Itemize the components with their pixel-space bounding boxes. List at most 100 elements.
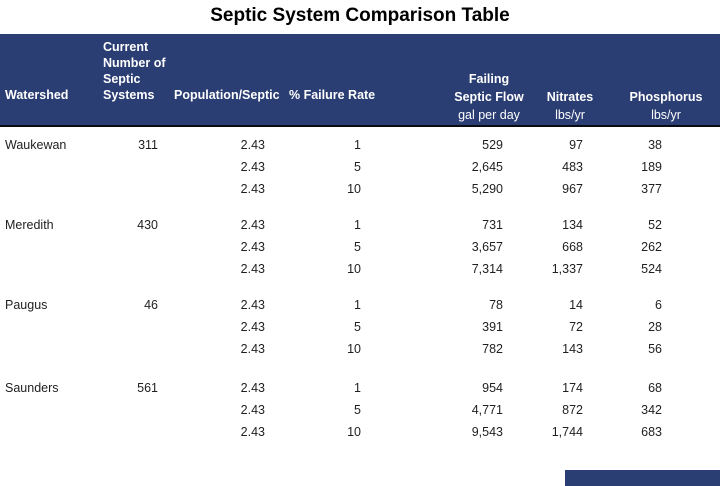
- failing-septic-flow: 529: [482, 138, 503, 152]
- watershed-group-meredith: Meredith 430 2.43 1 731 134 52 2.43 5 3,…: [0, 214, 720, 280]
- population-per-septic: 2.43: [240, 262, 265, 276]
- failing-septic-flow: 391: [482, 320, 503, 334]
- population-per-septic: 2.43: [240, 138, 265, 152]
- nitrates-units-label: lbs/yr: [555, 108, 585, 122]
- failure-rate: 10: [347, 182, 361, 196]
- failure-rate: 10: [347, 342, 361, 356]
- table-row: 2.43 10 7,314 1,337 524: [0, 258, 720, 280]
- failing-septic-flow: 9,543: [471, 425, 503, 439]
- table-row: 2.43 10 782 143 56: [0, 338, 720, 360]
- table-row: 2.43 10 9,543 1,744 683: [0, 421, 720, 443]
- failure-rate: 10: [347, 262, 361, 276]
- septic-flow-label: Septic Flow: [454, 90, 524, 104]
- nitrates-value: 72: [569, 320, 583, 334]
- population-per-septic: 2.43: [240, 320, 265, 334]
- nitrates-value: 14: [569, 298, 583, 312]
- phosphorus-value: 377: [641, 182, 662, 196]
- systems-count: 46: [144, 298, 158, 312]
- failing-septic-flow: 731: [482, 218, 503, 232]
- nitrates-value: 872: [562, 403, 583, 417]
- failure-rate: 5: [354, 320, 361, 334]
- table-row: Meredith 430 2.43 1 731 134 52: [0, 214, 720, 236]
- watershed-group-waukewan: Waukewan 311 2.43 1 529 97 38 2.43 5 2,6…: [0, 134, 720, 200]
- failure-rate: 1: [354, 298, 361, 312]
- nitrates-value: 97: [569, 138, 583, 152]
- systems-count: 311: [138, 138, 158, 152]
- failure-rate: 1: [354, 381, 361, 395]
- failing-septic-flow: 4,771: [471, 403, 503, 417]
- column-header-current-septic-systems: Current Number of Septic Systems: [103, 40, 166, 102]
- phosphorus-value: 342: [641, 403, 662, 417]
- population-per-septic: 2.43: [240, 381, 265, 395]
- table-row: 2.43 5 2,645 483 189: [0, 156, 720, 178]
- table-row: Waukewan 311 2.43 1 529 97 38: [0, 134, 720, 156]
- failing-septic-flow: 2,645: [471, 160, 503, 174]
- table-row: Saunders 561 2.43 1 954 174 68: [0, 377, 720, 399]
- failing-septic-flow: 954: [482, 381, 503, 395]
- nitrates-value: 134: [562, 218, 583, 232]
- phosphorus-value: 6: [655, 298, 662, 312]
- column-header-phosphorus: Phosphorus lbs/yr: [616, 88, 716, 124]
- nitrates-value: 967: [562, 182, 583, 196]
- watershed-name: Paugus: [5, 298, 48, 312]
- population-per-septic: 2.43: [240, 403, 265, 417]
- failing-label: Failing: [468, 72, 510, 86]
- failing-septic-flow: 78: [489, 298, 503, 312]
- population-per-septic: 2.43: [240, 342, 265, 356]
- population-per-septic: 2.43: [240, 160, 265, 174]
- column-header-nitrates: Nitrates lbs/yr: [530, 88, 610, 124]
- failing-septic-flow: 5,290: [471, 182, 503, 196]
- failure-rate: 1: [354, 138, 361, 152]
- watershed-name: Waukewan: [5, 138, 67, 152]
- population-per-septic: 2.43: [240, 218, 265, 232]
- systems-count: 430: [137, 218, 158, 232]
- nitrates-value: 1,337: [551, 262, 583, 276]
- failing-septic-flow: 782: [482, 342, 503, 356]
- phosphorus-units-label: lbs/yr: [651, 108, 681, 122]
- failing-septic-flow: 3,657: [471, 240, 503, 254]
- table-row: Paugus 46 2.43 1 78 14 6: [0, 294, 720, 316]
- phosphorus-value: 52: [648, 218, 662, 232]
- failing-septic-flow: 7,314: [471, 262, 503, 276]
- table-row: 2.43 5 4,771 872 342: [0, 399, 720, 421]
- phosphorus-value: 38: [648, 138, 662, 152]
- phosphorus-value: 56: [648, 342, 662, 356]
- population-per-septic: 2.43: [240, 298, 265, 312]
- population-per-septic: 2.43: [240, 182, 265, 196]
- column-header-failure-rate: % Failure Rate: [289, 88, 376, 102]
- phosphorus-value: 262: [641, 240, 662, 254]
- column-header-population-septic: Population/Septic: [174, 88, 280, 102]
- watershed-name: Saunders: [5, 381, 59, 395]
- table-header-band: Watershed Current Number of Septic Syste…: [0, 34, 720, 127]
- column-header-watershed: Watershed: [5, 88, 69, 102]
- population-per-septic: 2.43: [240, 240, 265, 254]
- phosphorus-label: Phosphorus: [629, 90, 703, 104]
- watershed-group-paugus: Paugus 46 2.43 1 78 14 6 2.43 5 391 72 2…: [0, 294, 720, 360]
- nitrates-value: 143: [562, 342, 583, 356]
- failure-rate: 10: [347, 425, 361, 439]
- page-title: Septic System Comparison Table: [210, 5, 510, 26]
- failure-rate: 1: [354, 218, 361, 232]
- phosphorus-value: 68: [648, 381, 662, 395]
- nitrates-value: 483: [562, 160, 583, 174]
- phosphorus-value: 683: [641, 425, 662, 439]
- table-row: 2.43 5 3,657 668 262: [0, 236, 720, 258]
- phosphorus-value: 524: [641, 262, 662, 276]
- phosphorus-value: 189: [641, 160, 662, 174]
- population-per-septic: 2.43: [240, 425, 265, 439]
- phosphorus-value: 28: [648, 320, 662, 334]
- failure-rate: 5: [354, 240, 361, 254]
- flow-units-label: gal per day: [458, 108, 520, 122]
- failure-rate: 5: [354, 403, 361, 417]
- table-row: 2.43 5 391 72 28: [0, 316, 720, 338]
- bottom-right-decoration-bar: [565, 470, 720, 486]
- column-header-failing-septic-flow: Failing Septic Flow gal per day: [419, 70, 559, 124]
- watershed-name: Meredith: [5, 218, 54, 232]
- failure-rate: 5: [354, 160, 361, 174]
- nitrates-label: Nitrates: [546, 90, 594, 104]
- watershed-group-saunders: Saunders 561 2.43 1 954 174 68 2.43 5 4,…: [0, 377, 720, 443]
- systems-count: 561: [137, 381, 158, 395]
- nitrates-value: 1,744: [551, 425, 583, 439]
- table-row: 2.43 10 5,290 967 377: [0, 178, 720, 200]
